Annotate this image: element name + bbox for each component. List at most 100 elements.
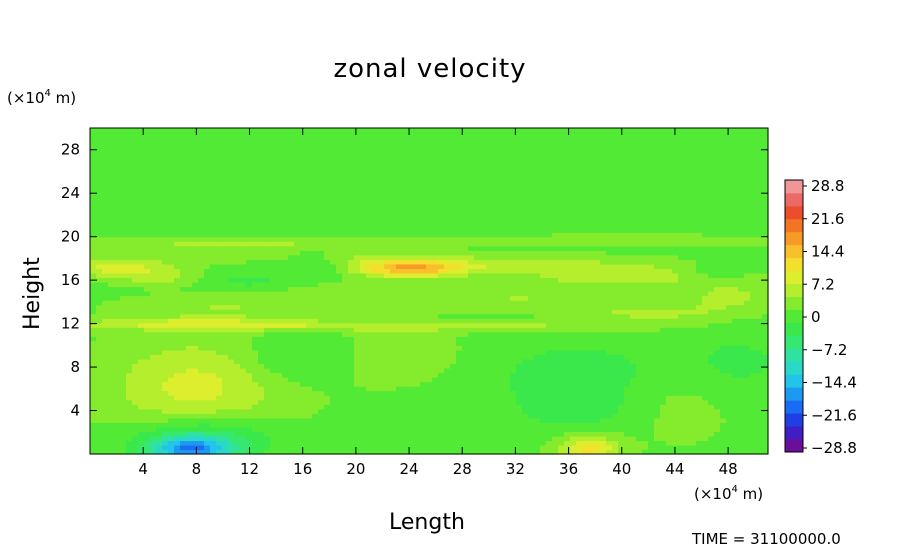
heatmap-cell: [348, 309, 355, 315]
heatmap-cell: [750, 345, 757, 351]
heatmap-cell: [276, 340, 283, 346]
heatmap-cell: [618, 381, 625, 387]
heatmap-cell: [744, 268, 751, 274]
heatmap-cell: [744, 386, 751, 392]
heatmap-cell: [288, 390, 295, 396]
heatmap-cell: [738, 336, 745, 342]
heatmap-cell: [642, 268, 649, 274]
heatmap-cell: [396, 268, 403, 274]
heatmap-cell: [720, 435, 727, 442]
heatmap-cell: [132, 331, 139, 337]
heatmap-cell: [432, 268, 439, 274]
heatmap-cell: [702, 395, 709, 401]
heatmap-cell: [744, 413, 751, 419]
heatmap-cell: [696, 327, 703, 333]
heatmap-cell: [732, 309, 739, 315]
heatmap-cell: [558, 304, 565, 310]
heatmap-cell: [354, 363, 361, 369]
heatmap-cell: [576, 426, 583, 432]
heatmap-cell: [618, 404, 625, 410]
heatmap-cell: [498, 367, 505, 374]
heatmap-cell: [504, 254, 511, 260]
heatmap-cell: [504, 426, 511, 432]
heatmap-cell: [288, 449, 295, 455]
heatmap-cell: [558, 300, 565, 306]
heatmap-cell: [750, 358, 757, 365]
heatmap-cell: [174, 277, 181, 283]
heatmap-cell: [330, 254, 337, 260]
heatmap-cell: [192, 386, 199, 392]
heatmap-cell: [738, 413, 745, 419]
heatmap-cell: [552, 413, 559, 419]
heatmap-cell: [738, 422, 745, 428]
heatmap-cell: [666, 426, 673, 432]
heatmap-cell: [330, 426, 337, 432]
heatmap-cell: [618, 390, 625, 396]
heatmap-cell: [708, 259, 715, 265]
heatmap-cell: [762, 404, 769, 410]
heatmap-cell: [540, 309, 547, 315]
heatmap-cell: [660, 395, 667, 401]
heatmap-cell: [516, 377, 523, 383]
heatmap-cell: [570, 327, 577, 333]
heatmap-cell: [216, 395, 223, 401]
heatmap-cell: [378, 309, 385, 315]
heatmap-cell: [582, 413, 589, 419]
heatmap-cell: [234, 435, 241, 442]
heatmap-cell: [228, 304, 235, 310]
heatmap-cell: [126, 363, 133, 369]
heatmap-cell: [726, 444, 733, 451]
heatmap-cell: [258, 300, 265, 306]
heatmap-cell: [186, 435, 193, 442]
heatmap-cell: [648, 345, 655, 351]
heatmap-cell: [216, 336, 223, 342]
heatmap-cell: [636, 413, 643, 419]
heatmap-cell: [702, 422, 709, 428]
heatmap-cell: [684, 386, 691, 392]
heatmap-cell: [354, 291, 361, 297]
heatmap-cell: [240, 250, 247, 256]
heatmap-cell: [312, 386, 319, 392]
heatmap-cell: [618, 318, 625, 324]
heatmap-cell: [666, 408, 673, 414]
heatmap-cell: [468, 322, 475, 328]
heatmap-cell: [504, 363, 511, 369]
heatmap-cell: [450, 304, 457, 310]
heatmap-cell: [342, 313, 349, 319]
heatmap-cell: [660, 413, 667, 419]
heatmap-cell: [366, 363, 373, 369]
heatmap-cell: [90, 286, 97, 292]
heatmap-cell: [420, 363, 427, 369]
heatmap-cell: [150, 313, 157, 319]
heatmap-cell: [168, 322, 175, 328]
heatmap-cell: [570, 363, 577, 369]
heatmap-cell: [384, 444, 391, 451]
heatmap-cell: [756, 395, 763, 401]
heatmap-cell: [246, 295, 253, 301]
heatmap-cell: [618, 263, 625, 269]
heatmap-cell: [384, 413, 391, 419]
heatmap-cell: [522, 377, 529, 383]
heatmap-cell: [528, 399, 535, 405]
heatmap-cell: [618, 259, 625, 265]
heatmap-cell: [204, 390, 211, 396]
heatmap-cell: [606, 300, 613, 306]
heatmap-cell: [258, 327, 265, 333]
heatmap-cell: [690, 431, 697, 437]
heatmap-cell: [642, 386, 649, 392]
heatmap-cell: [276, 304, 283, 310]
heatmap-cell: [114, 277, 121, 283]
heatmap-cell: [312, 331, 319, 337]
heatmap-cell: [300, 440, 307, 446]
heatmap-cell: [372, 435, 379, 442]
heatmap-cell: [210, 259, 217, 265]
heatmap-cell: [438, 281, 445, 288]
heatmap-cell: [150, 377, 157, 383]
heatmap-cell: [408, 354, 415, 360]
heatmap-cell: [192, 395, 199, 401]
heatmap-cell: [186, 340, 193, 346]
heatmap-cell: [648, 349, 655, 355]
heatmap-cell: [156, 440, 163, 446]
heatmap-cell: [270, 404, 277, 410]
heatmap-cell: [762, 291, 769, 297]
